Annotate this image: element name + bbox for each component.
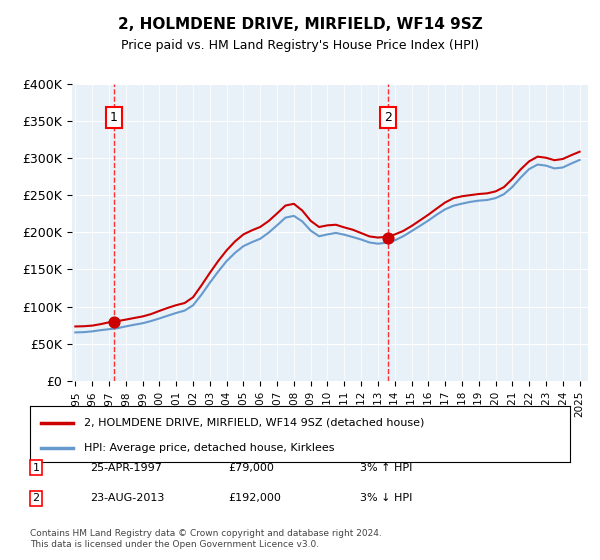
Text: £192,000: £192,000 <box>228 493 281 503</box>
Text: 23-AUG-2013: 23-AUG-2013 <box>90 493 164 503</box>
Point <box>383 234 393 243</box>
Text: 2: 2 <box>32 493 40 503</box>
Text: 3% ↑ HPI: 3% ↑ HPI <box>360 463 412 473</box>
Text: 3% ↓ HPI: 3% ↓ HPI <box>360 493 412 503</box>
Text: 25-APR-1997: 25-APR-1997 <box>90 463 162 473</box>
Text: Contains HM Land Registry data © Crown copyright and database right 2024.
This d: Contains HM Land Registry data © Crown c… <box>30 529 382 549</box>
Text: £79,000: £79,000 <box>228 463 274 473</box>
Point <box>109 318 119 326</box>
Text: HPI: Average price, detached house, Kirklees: HPI: Average price, detached house, Kirk… <box>84 443 335 453</box>
Text: 1: 1 <box>32 463 40 473</box>
Text: 1: 1 <box>110 111 118 124</box>
Text: Price paid vs. HM Land Registry's House Price Index (HPI): Price paid vs. HM Land Registry's House … <box>121 39 479 52</box>
Text: 2: 2 <box>384 111 392 124</box>
Text: 2, HOLMDENE DRIVE, MIRFIELD, WF14 9SZ (detached house): 2, HOLMDENE DRIVE, MIRFIELD, WF14 9SZ (d… <box>84 418 424 428</box>
Text: 2, HOLMDENE DRIVE, MIRFIELD, WF14 9SZ: 2, HOLMDENE DRIVE, MIRFIELD, WF14 9SZ <box>118 17 482 32</box>
